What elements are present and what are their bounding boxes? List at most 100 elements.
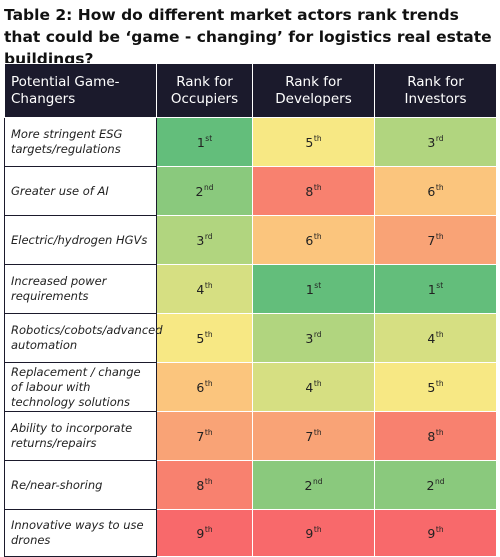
rank-number: 7 bbox=[196, 429, 205, 444]
rank-cell-investors: 8th bbox=[374, 411, 497, 461]
game-changer-label: Re/near-shoring bbox=[4, 460, 157, 510]
rank-number: 5 bbox=[305, 135, 314, 150]
rank-suffix: th bbox=[204, 525, 213, 534]
rank-cell-investors: 9th bbox=[374, 509, 497, 557]
rank-cell-occupiers: 7th bbox=[156, 411, 253, 461]
table-body: More stringent ESG targets/regulations 1s… bbox=[4, 117, 497, 557]
game-changer-label: Robotics/cobots/advanced automation bbox=[4, 313, 163, 363]
rank-cell-developers: 5th bbox=[252, 117, 375, 167]
rank-number: 1 bbox=[427, 282, 436, 297]
rank-number: 9 bbox=[196, 526, 205, 541]
header-row: Potential Game-Changers Rank for Occupie… bbox=[4, 63, 497, 118]
rank-suffix: rd bbox=[435, 134, 444, 143]
game-changer-label: Greater use of AI bbox=[4, 166, 157, 216]
game-changer-label: Replacement / change of labour with tech… bbox=[4, 362, 157, 412]
rank-cell-occupiers: 4th bbox=[156, 264, 253, 314]
rank-suffix: th bbox=[313, 428, 322, 437]
rank-number: 3 bbox=[427, 135, 436, 150]
rank-cell-occupiers: 2nd bbox=[156, 166, 253, 216]
rank-suffix: rd bbox=[313, 330, 322, 339]
rank-suffix: th bbox=[313, 134, 322, 143]
rank-cell-developers: 3rd bbox=[252, 313, 375, 363]
rank-number: 2 bbox=[195, 184, 204, 199]
rank-cell-occupiers: 3rd bbox=[156, 215, 253, 265]
table-row: Replacement / change of labour with tech… bbox=[4, 362, 497, 412]
rank-number: 9 bbox=[305, 526, 314, 541]
table-row: Greater use of AI 2nd 8th 6th bbox=[4, 166, 497, 216]
rank-number: 4 bbox=[427, 331, 436, 346]
rank-number: 9 bbox=[427, 526, 436, 541]
table-row: Robotics/cobots/advanced automation 5th 3r… bbox=[4, 313, 497, 363]
rank-suffix: th bbox=[204, 477, 213, 486]
rank-number: 6 bbox=[196, 380, 205, 395]
rank-cell-developers: 9th bbox=[252, 509, 375, 557]
rank-number: 1 bbox=[305, 282, 314, 297]
rank-suffix: th bbox=[435, 330, 444, 339]
rank-number: 4 bbox=[305, 380, 314, 395]
header-occupiers: Rank for Occupiers bbox=[156, 63, 253, 118]
table-row: Innovative ways to use drones 9th 9th 9th bbox=[4, 509, 497, 557]
rank-suffix: th bbox=[204, 330, 213, 339]
rank-suffix: st bbox=[205, 134, 213, 143]
rank-cell-occupiers: 1st bbox=[156, 117, 253, 167]
rank-suffix: th bbox=[204, 428, 213, 437]
rank-suffix: st bbox=[314, 281, 322, 290]
rank-suffix: th bbox=[313, 379, 322, 388]
rank-cell-investors: 5th bbox=[374, 362, 497, 412]
rank-cell-occupiers: 6th bbox=[156, 362, 253, 412]
rank-number: 8 bbox=[305, 184, 314, 199]
rank-suffix: rd bbox=[204, 232, 213, 241]
table-row: More stringent ESG targets/regulations 1s… bbox=[4, 117, 497, 167]
rank-suffix: th bbox=[313, 232, 322, 241]
rank-number: 6 bbox=[427, 184, 436, 199]
rank-number: 5 bbox=[427, 380, 436, 395]
game-changer-label: Innovative ways to use drones bbox=[4, 509, 157, 557]
rank-number: 3 bbox=[305, 331, 314, 346]
rank-cell-investors: 7th bbox=[374, 215, 497, 265]
rank-cell-occupiers: 9th bbox=[156, 509, 253, 557]
table-row: Re/near-shoring 8th 2nd 2nd bbox=[4, 460, 497, 510]
table-row: Ability to incorporate returns/repairs 7t… bbox=[4, 411, 497, 461]
game-changer-label: Increased power requirements bbox=[4, 264, 157, 314]
rank-suffix: nd bbox=[434, 477, 445, 486]
table-title: Table 2: How do different market actors … bbox=[4, 6, 492, 68]
rank-number: 1 bbox=[196, 135, 205, 150]
rank-suffix: nd bbox=[203, 183, 214, 192]
game-changer-label: Electric/hydrogen HGVs bbox=[4, 215, 157, 265]
rank-number: 2 bbox=[304, 478, 313, 493]
rank-suffix: th bbox=[435, 525, 444, 534]
rank-suffix: nd bbox=[312, 477, 323, 486]
rank-cell-developers: 7th bbox=[252, 411, 375, 461]
rank-number: 2 bbox=[426, 478, 435, 493]
rank-cell-investors: 4th bbox=[374, 313, 497, 363]
rank-suffix: th bbox=[313, 525, 322, 534]
rank-number: 6 bbox=[305, 233, 314, 248]
rank-cell-investors: 2nd bbox=[374, 460, 497, 510]
rank-cell-developers: 2nd bbox=[252, 460, 375, 510]
rank-cell-developers: 6th bbox=[252, 215, 375, 265]
rank-number: 8 bbox=[427, 429, 436, 444]
rank-suffix: th bbox=[204, 281, 213, 290]
rank-suffix: th bbox=[435, 232, 444, 241]
header-game-changers: Potential Game-Changers bbox=[4, 63, 157, 118]
rank-suffix: th bbox=[435, 379, 444, 388]
table-row: Increased power requirements 4th 1st 1st bbox=[4, 264, 497, 314]
rank-suffix: th bbox=[435, 428, 444, 437]
game-changer-label: More stringent ESG targets/regulations bbox=[4, 117, 157, 167]
rank-suffix: th bbox=[204, 379, 213, 388]
rank-suffix: th bbox=[435, 183, 444, 192]
rank-suffix: st bbox=[436, 281, 444, 290]
header-developers: Rank for Developers bbox=[252, 63, 375, 118]
rank-number: 3 bbox=[196, 233, 205, 248]
rank-cell-developers: 8th bbox=[252, 166, 375, 216]
ranking-table: Potential Game-Changers Rank for Occupie… bbox=[4, 63, 497, 557]
rank-number: 8 bbox=[196, 478, 205, 493]
header-investors: Rank for Investors bbox=[374, 63, 497, 118]
rank-number: 5 bbox=[196, 331, 205, 346]
table-row: Electric/hydrogen HGVs 3rd 6th 7th bbox=[4, 215, 497, 265]
game-changer-label: Ability to incorporate returns/repairs bbox=[4, 411, 157, 461]
rank-cell-investors: 3rd bbox=[374, 117, 497, 167]
rank-cell-occupiers: 5th bbox=[156, 313, 253, 363]
rank-cell-investors: 6th bbox=[374, 166, 497, 216]
rank-number: 4 bbox=[196, 282, 205, 297]
